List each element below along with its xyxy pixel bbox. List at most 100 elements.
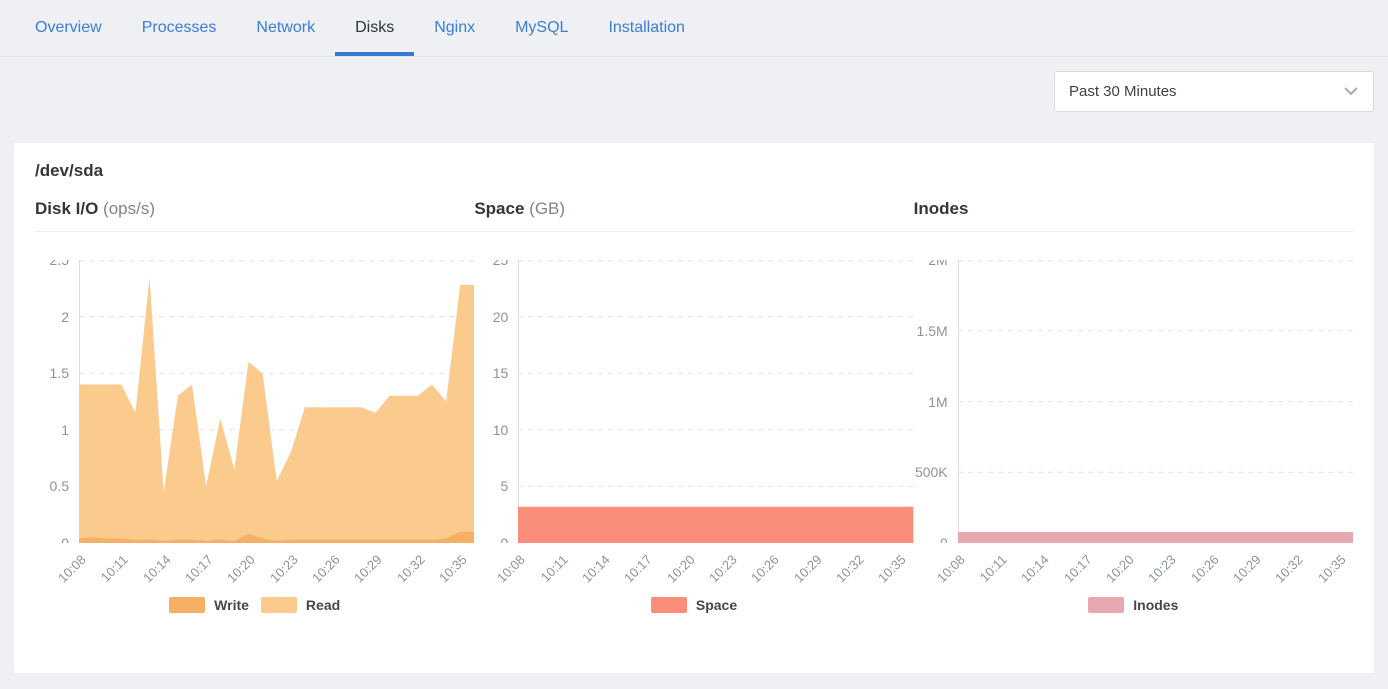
y-tick-label: 0 xyxy=(939,535,948,543)
x-tick-label: 10:17 xyxy=(182,551,216,586)
inodes-plot-area: 0 500K 1M 1.5M 2M xyxy=(914,260,1353,543)
y-tick-label: 10 xyxy=(492,421,509,438)
legend-label-write: Write xyxy=(214,597,249,613)
x-tick-label: 10:23 xyxy=(1145,551,1179,586)
y-tick-label: 25 xyxy=(492,260,509,268)
x-tick-label: 10:23 xyxy=(266,551,301,586)
x-tick-label: 10:35 xyxy=(875,551,909,586)
x-tick-label: 10:23 xyxy=(705,551,740,586)
x-tick-label: 10:11 xyxy=(976,551,1010,585)
x-tick-label: 10:29 xyxy=(351,551,385,586)
x-tick-label: 10:32 xyxy=(832,551,867,586)
x-tick-label: 10:14 xyxy=(1018,551,1052,586)
inodes-svg xyxy=(957,260,1353,543)
x-tick-label: 10:29 xyxy=(1230,551,1264,586)
y-tick-label: 0.5 xyxy=(49,478,69,495)
space-x-axis: 10:08 10:11 10:14 10:17 10:20 10:23 10:26 10:29… xyxy=(494,543,913,595)
charts-row: 0 0.5 1 1.5 2 2.5 10:08 10:11 10:14 10:17 10:20 10:… xyxy=(35,260,1353,613)
legend-label-read: Read xyxy=(305,597,341,613)
legend-item-inodes: Inodes xyxy=(1088,597,1178,613)
write-swatch xyxy=(169,597,206,613)
inodes-area xyxy=(957,532,1353,543)
space-chart: 0 5 10 15 20 25 10:08 10:11 10:14 10:17 10:20 10:23… xyxy=(474,260,914,613)
read-area xyxy=(79,277,475,543)
y-tick-label: 1 xyxy=(61,421,69,438)
x-tick-label: 10:14 xyxy=(578,551,613,586)
legend-item-space: Space xyxy=(650,597,737,613)
chart-titles-row: Disk I/O (ops/s) Space (GB) Inodes xyxy=(35,199,1353,219)
x-tick-label: 10:20 xyxy=(1103,551,1137,586)
disk-i-o-svg xyxy=(79,260,475,543)
tab-installation[interactable]: Installation xyxy=(608,19,685,36)
disk-io-unit: (ops/s) xyxy=(103,199,156,218)
legend-item-write: Write xyxy=(169,597,249,613)
space-plot xyxy=(518,260,914,543)
disk-io-chart: 0 0.5 1 1.5 2 2.5 10:08 10:11 10:14 10:17 10:20 10:… xyxy=(35,260,475,613)
time-range-dropdown[interactable]: Past 30 Minutes xyxy=(1054,71,1374,112)
x-tick-label: 10:35 xyxy=(1314,551,1349,586)
inodes-title: Inodes xyxy=(913,199,969,218)
space-area xyxy=(518,506,914,543)
write-area xyxy=(79,531,475,543)
x-tick-label: 10:11 xyxy=(98,551,132,585)
x-tick-label: 10:26 xyxy=(308,551,343,586)
space-title: Space (GB) xyxy=(474,199,566,218)
x-tick-label: 10:08 xyxy=(494,551,529,586)
tab-processes[interactable]: Processes xyxy=(141,19,217,36)
tab-bar: Overview Processes Network Disks Nginx MySQL I… xyxy=(0,0,1388,57)
y-tick-label: 1M xyxy=(928,393,948,410)
disk-i-o-y-axis: 0 0.5 1 1.5 2 2.5 xyxy=(35,260,79,543)
legend-item-read: Read xyxy=(260,597,341,613)
disk-card: /dev/sda Disk I/O (ops/s) Space (GB) Ino… xyxy=(14,143,1374,673)
inodes-swatch xyxy=(1088,597,1125,613)
x-tick-label: 10:08 xyxy=(55,551,89,586)
toolbar: Past 30 Minutes xyxy=(0,57,1388,143)
x-tick-label: 10:26 xyxy=(1187,551,1222,586)
disk-i-o-plot xyxy=(79,260,475,543)
y-tick-label: 1.5M xyxy=(916,322,948,339)
space-y-axis: 0 5 10 15 20 25 xyxy=(474,260,518,543)
x-tick-label: 10:26 xyxy=(748,551,782,586)
tab-nginx[interactable]: Nginx xyxy=(434,19,476,36)
disk-i-o-legend: Write Read xyxy=(35,597,474,613)
x-tick-label: 10:29 xyxy=(790,551,825,586)
x-tick-label: 10:14 xyxy=(139,551,174,586)
legend-label-inodes: Inodes xyxy=(1133,597,1179,613)
y-tick-label: 0 xyxy=(61,535,69,543)
titles-divider xyxy=(35,231,1353,232)
inodes-y-axis: 0 500K 1M 1.5M 2M xyxy=(914,260,958,543)
x-tick-label: 10:32 xyxy=(393,551,428,586)
x-tick-label: 10:20 xyxy=(224,551,258,586)
tab-overview[interactable]: Overview xyxy=(35,19,102,36)
space-plot-area: 0 5 10 15 20 25 xyxy=(474,260,914,543)
y-tick-label: 15 xyxy=(492,365,509,382)
x-tick-label: 10:11 xyxy=(537,551,571,585)
x-tick-label: 10:17 xyxy=(621,551,656,586)
inodes-plot xyxy=(957,260,1353,543)
x-tick-label: 10:08 xyxy=(933,551,968,586)
space-legend: Space xyxy=(474,597,913,613)
tab-network[interactable]: Network xyxy=(256,19,316,36)
y-tick-label: 2M xyxy=(928,260,948,268)
x-tick-label: 10:17 xyxy=(1060,551,1095,586)
y-tick-label: 0 xyxy=(500,535,509,543)
x-tick-label: 10:32 xyxy=(1272,551,1306,586)
space-swatch xyxy=(650,597,687,613)
time-range-value: Past 30 Minutes xyxy=(1069,83,1177,100)
disk-i-o-x-axis: 10:08 10:11 10:14 10:17 10:20 10:23 10:26 10:29… xyxy=(55,543,474,595)
y-tick-label: 500K xyxy=(914,464,948,481)
disk-io-title: Disk I/O (ops/s) xyxy=(35,199,156,218)
inodes-x-axis: 10:08 10:11 10:14 10:17 10:20 10:23 10:26 10:29… xyxy=(934,543,1353,595)
x-tick-label: 10:35 xyxy=(435,551,470,586)
inodes-chart: 0 500K 1M 1.5M 2M 10:08 10:11 10:14 10:17 10:20 10… xyxy=(914,260,1353,613)
x-tick-label: 10:20 xyxy=(663,551,698,586)
space-unit: (GB) xyxy=(529,199,566,218)
y-tick-label: 20 xyxy=(492,308,509,325)
device-title: /dev/sda xyxy=(35,161,104,180)
tab-mysql[interactable]: MySQL xyxy=(515,19,569,36)
inodes-legend: Inodes xyxy=(914,597,1353,613)
tab-disks[interactable]: Disks xyxy=(335,0,415,56)
read-swatch xyxy=(260,597,297,613)
chevron-down-icon xyxy=(1343,83,1359,101)
y-tick-label: 5 xyxy=(500,478,509,495)
